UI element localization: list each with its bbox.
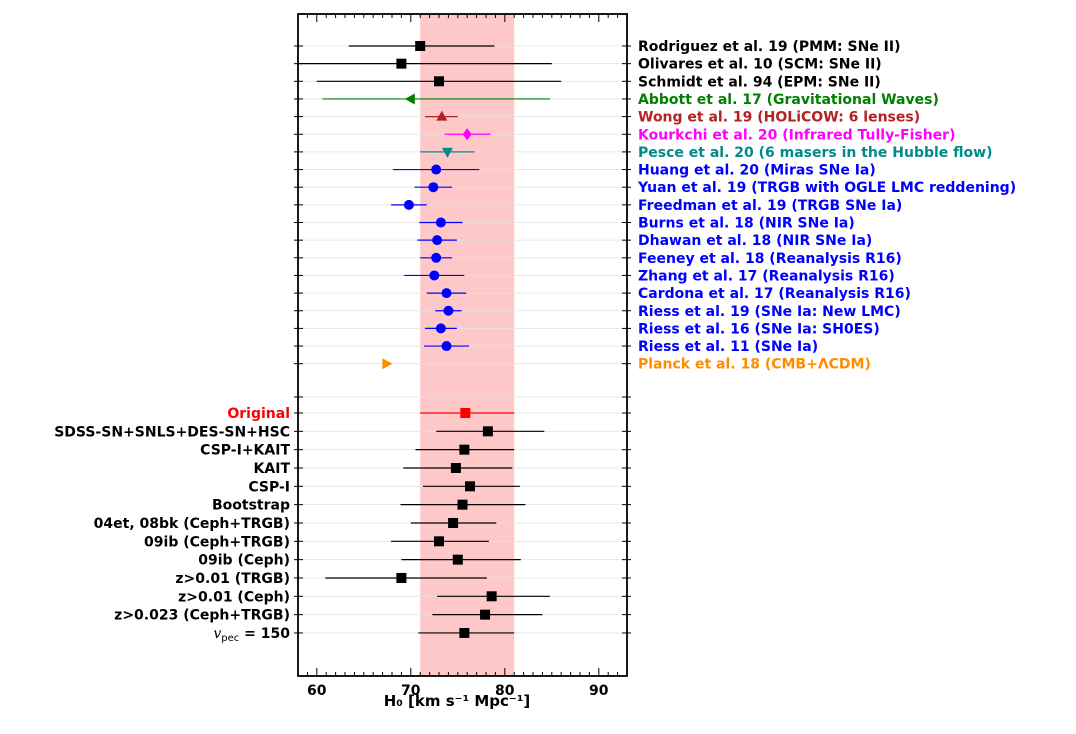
row-label: Rodriguez et al. 19 (PMM: SNe II) — [638, 39, 900, 55]
marker-square — [452, 554, 463, 565]
row-label: Bootstrap — [212, 498, 290, 514]
marker-circle — [435, 323, 446, 334]
marker-circle — [443, 305, 454, 316]
marker-square — [459, 444, 470, 455]
marker-square — [457, 499, 468, 510]
marker-square — [396, 58, 407, 69]
marker-square — [434, 536, 444, 547]
row-label: Yuan et al. 19 (TRGB with OGLE LMC redde… — [637, 180, 1016, 196]
row-label: Dhawan et al. 18 (NIR SNe Ia) — [638, 233, 872, 249]
row-label: Cardona et al. 17 (Reanalysis R16) — [638, 286, 911, 302]
row-label: Zhang et al. 17 (Reanalysis R16) — [638, 268, 895, 284]
row-label: Kourkchi et al. 20 (Infrared Tully-Fishe… — [638, 127, 955, 143]
marker-circle — [428, 182, 439, 193]
marker-circle — [431, 164, 442, 175]
marker-triangle-down — [441, 147, 453, 158]
row-label: z>0.023 (Ceph+TRGB) — [114, 608, 290, 624]
x-tick-label: 90 — [589, 683, 609, 699]
row-label: Feeney et al. 18 (Reanalysis R16) — [638, 251, 902, 267]
row-label: CSP-I — [248, 479, 290, 495]
marker-circle — [432, 235, 443, 246]
shaded-band-layer — [420, 14, 515, 676]
row-label: Schmidt et al. 94 (EPM: SNe II) — [638, 74, 881, 90]
marker-circle — [429, 270, 440, 281]
marker-square — [448, 517, 459, 528]
row-label: Riess et al. 19 (SNe Ia: New LMC) — [638, 304, 901, 320]
marker-square — [459, 627, 470, 638]
row-label: Original — [227, 406, 290, 422]
row-label: Riess et al. 11 (SNe Ia) — [638, 339, 818, 355]
row-label: KAIT — [254, 461, 291, 477]
row-label: z>0.01 (Ceph) — [178, 589, 290, 605]
marker-circle — [441, 341, 452, 352]
row-label: 09ib (Ceph+TRGB) — [144, 534, 290, 550]
x-tick-label: 70 — [401, 683, 421, 699]
marker-square — [396, 572, 407, 583]
markers-layer — [382, 41, 497, 638]
marker-circle — [403, 199, 414, 210]
marker-triangle-up — [436, 110, 448, 121]
row-label: 04et, 08bk (Ceph+TRGB) — [94, 516, 290, 532]
row-label: Olivares et al. 10 (SCM: SNe II) — [638, 57, 882, 73]
x-axis-label: H₀ [km s⁻¹ Mpc⁻¹] — [384, 692, 531, 710]
marker-square — [415, 41, 426, 51]
row-label: vpec = 150 — [213, 626, 290, 644]
row-label: z>0.01 (TRGB) — [175, 571, 290, 587]
marker-triangle-right — [382, 358, 393, 370]
row-label: 09ib (Ceph) — [198, 553, 290, 569]
axis-layer: 60 70 80 90 — [294, 13, 631, 699]
marker-square — [482, 426, 493, 437]
row-label: Huang et al. 20 (Miras SNe Ia) — [638, 163, 876, 179]
marker-triangle-left — [404, 93, 415, 105]
row-labels-layer: Rodriguez et al. 19 (PMM: SNe II) Olivare… — [54, 39, 1016, 644]
marker-square — [465, 481, 476, 492]
row-label: Wong et al. 19 (HOLiCOW: 6 lenses) — [638, 110, 920, 126]
marker-square — [450, 462, 461, 473]
marker-circle — [431, 252, 442, 263]
marker-square — [460, 408, 471, 418]
marker-square — [434, 76, 444, 87]
marker-square — [480, 609, 491, 620]
shaded-band — [420, 14, 515, 676]
row-label: CSP-I+KAIT — [200, 443, 290, 459]
row-label: Planck et al. 18 (CMB+ΛCDM) — [638, 357, 871, 373]
row-label: Freedman et al. 19 (TRGB SNe Ia) — [638, 198, 902, 214]
row-label: Abbott et al. 17 (Gravitational Waves) — [638, 92, 939, 108]
plot-frame — [297, 13, 628, 677]
row-label: Riess et al. 16 (SNe Ia: SH0ES) — [638, 321, 880, 337]
marker-circle — [441, 288, 452, 299]
marker-square — [486, 591, 497, 602]
marker-circle — [435, 217, 446, 228]
row-label: Pesce et al. 20 (6 masers in the Hubble … — [638, 145, 993, 161]
x-tick-label: 80 — [495, 683, 515, 699]
row-label: Burns et al. 18 (NIR SNe Ia) — [638, 216, 855, 232]
marker-diamond — [462, 128, 472, 141]
x-tick-label: 60 — [307, 683, 327, 699]
row-label: SDSS-SN+SNLS+DES-SN+HSC — [54, 424, 290, 440]
